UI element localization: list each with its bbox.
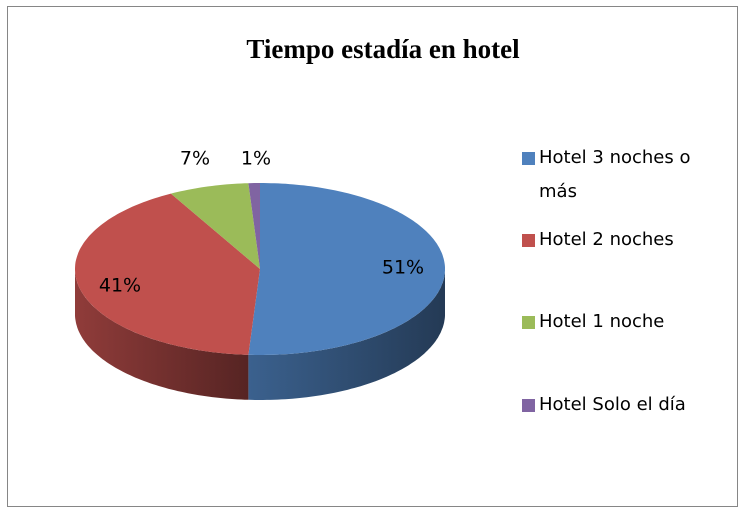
legend-label: Hotel 1 noche bbox=[539, 311, 665, 332]
legend-item: Hotel 3 noches o más bbox=[522, 141, 724, 209]
slice bbox=[248, 183, 260, 269]
data-label: 7% bbox=[180, 148, 210, 170]
legend-swatch bbox=[522, 316, 535, 329]
legend-item: Hotel Solo el día bbox=[522, 388, 724, 422]
legend-swatch bbox=[522, 234, 535, 247]
legend-label: Hotel Solo el día bbox=[539, 394, 686, 415]
legend-item: Hotel 1 noche bbox=[522, 305, 724, 339]
data-label: 51% bbox=[382, 257, 424, 279]
slice-side bbox=[248, 269, 445, 400]
data-label: 1% bbox=[241, 148, 271, 170]
legend-swatch bbox=[522, 399, 535, 412]
slice bbox=[170, 183, 260, 269]
chart-title: Tiempo estadía en hotel bbox=[246, 34, 520, 64]
data-label: 41% bbox=[99, 275, 141, 297]
slice bbox=[75, 193, 260, 355]
legend-label: Hotel 3 noches o más bbox=[539, 147, 691, 202]
slice-side bbox=[75, 269, 249, 400]
legend-item: Hotel 2 noches bbox=[522, 223, 724, 257]
slice bbox=[248, 183, 445, 355]
legend-label: Hotel 2 noches bbox=[539, 229, 674, 250]
legend-swatch bbox=[522, 152, 535, 165]
